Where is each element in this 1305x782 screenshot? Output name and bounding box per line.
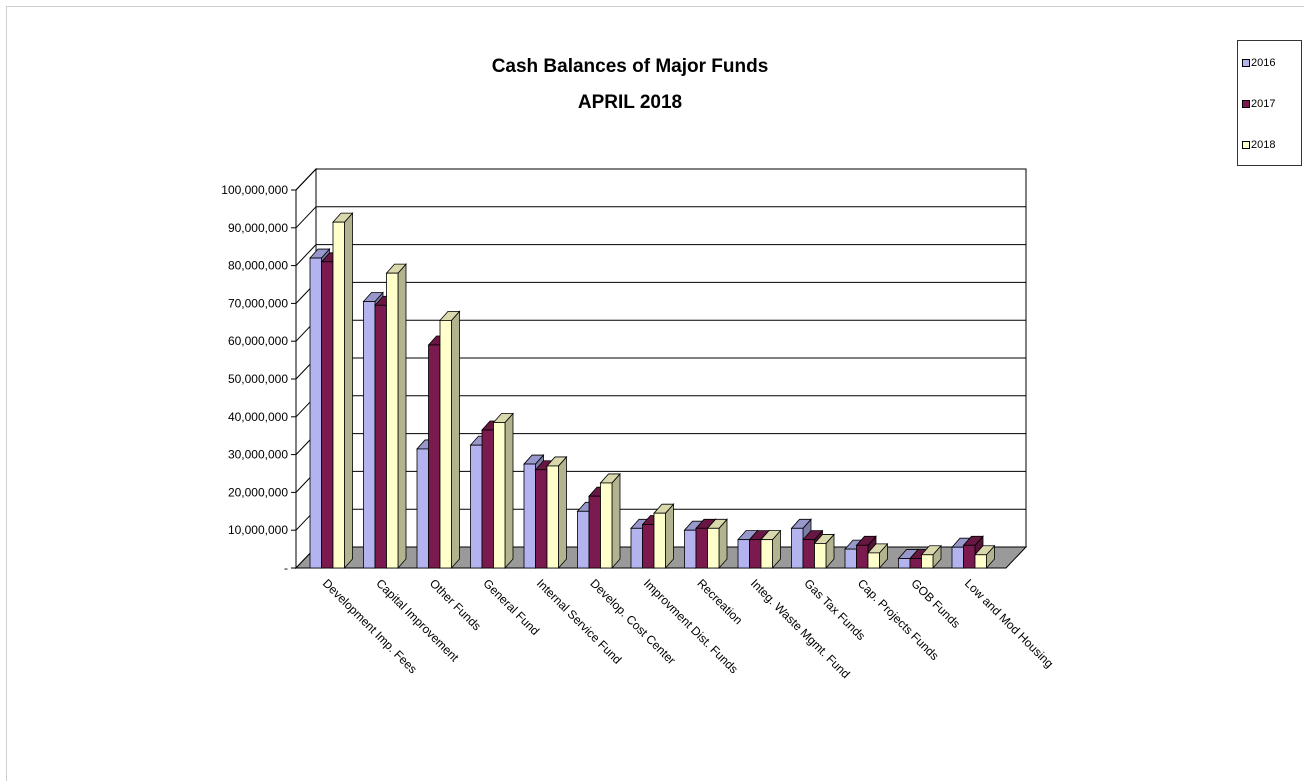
- bar: [546, 455, 568, 570]
- bar-front: [749, 539, 762, 569]
- bar-side: [504, 412, 514, 570]
- y-tick-label: -: [284, 561, 288, 575]
- gridline-side: [295, 206, 317, 229]
- legend-item-2017: 2017: [1242, 98, 1275, 110]
- bar-front: [523, 463, 536, 569]
- bar-front: [963, 544, 976, 569]
- x-tick-label: Low and Mod Housing: [962, 576, 1056, 670]
- bar: [439, 310, 461, 570]
- bar: [706, 518, 728, 570]
- legend-label-2017: 2017: [1251, 98, 1276, 110]
- bar-front: [493, 422, 506, 569]
- bar-front: [374, 304, 387, 569]
- y-tick-label: 50,000,000: [228, 372, 288, 386]
- y-tick-label: 30,000,000: [228, 448, 288, 462]
- bar-front: [588, 495, 601, 569]
- bar-front: [321, 261, 334, 569]
- bar-front: [909, 558, 922, 569]
- bar-front: [386, 272, 399, 569]
- bar: [599, 472, 621, 570]
- chart-subtitle: APRIL 2018: [577, 92, 683, 113]
- y-tick-label: 70,000,000: [228, 296, 288, 310]
- bar-front: [309, 257, 322, 569]
- bar-front: [332, 221, 345, 569]
- y-tick-label: 60,000,000: [228, 334, 288, 348]
- bar-side: [397, 263, 407, 570]
- bar-front: [856, 544, 869, 569]
- bar: [920, 544, 942, 570]
- bar-front: [470, 444, 483, 569]
- bar-front: [951, 546, 964, 569]
- y-tick-label: 80,000,000: [228, 259, 288, 273]
- x-tick-label: Integ. Waste Mgmt. Fund: [748, 576, 853, 681]
- bar-front: [439, 320, 452, 569]
- bar-side: [344, 212, 353, 570]
- bar: [867, 542, 889, 570]
- y-tick-label: 90,000,000: [228, 221, 288, 235]
- bar-front: [416, 448, 429, 569]
- x-tick-label: Other Funds: [427, 576, 484, 633]
- bar-front: [481, 429, 494, 569]
- chart-area: [6, 6, 1304, 781]
- y-tick-label: 100,000,000: [221, 183, 288, 197]
- x-tick-label: Recreation: [694, 576, 745, 627]
- bar-front: [737, 539, 750, 569]
- bar-front: [974, 554, 987, 569]
- bar-front: [867, 552, 880, 569]
- legend-swatch-2016: [1242, 59, 1250, 67]
- bar: [332, 212, 354, 570]
- bar: [974, 544, 996, 570]
- bar-front: [695, 527, 708, 569]
- bar-front: [363, 301, 376, 569]
- bar-front: [898, 558, 911, 569]
- y-tick-label: 20,000,000: [228, 485, 288, 499]
- legend-swatch-2017: [1242, 100, 1250, 108]
- bar-front: [814, 543, 827, 569]
- legend-item-2016: 2016: [1242, 57, 1275, 69]
- bar-front: [577, 510, 590, 569]
- bar: [813, 533, 835, 570]
- legend: 2016 2017 2018: [1237, 40, 1302, 166]
- bar-front: [428, 344, 441, 569]
- bar: [760, 529, 782, 570]
- bar-front: [760, 539, 773, 569]
- bar-front: [791, 527, 804, 569]
- bar: [492, 412, 514, 570]
- bar-front: [642, 524, 655, 569]
- bar-front: [684, 529, 697, 569]
- bar-front: [600, 482, 613, 569]
- bar-side: [665, 503, 674, 570]
- legend-label-2018: 2018: [1251, 139, 1276, 151]
- bar-front: [707, 527, 720, 569]
- legend-label-2016: 2016: [1251, 57, 1276, 69]
- bar-front: [630, 527, 643, 569]
- bar-side: [558, 455, 567, 570]
- y-tick-label: 10,000,000: [228, 523, 288, 537]
- x-tick-label: Improvment Dist. Funds: [641, 576, 741, 676]
- chart-title: Cash Balances of Major Funds: [491, 56, 769, 77]
- gridline-side: [295, 168, 317, 191]
- bar-front: [802, 539, 815, 569]
- bar-front: [921, 554, 934, 569]
- x-tick-label: General Fund: [480, 576, 542, 638]
- bar-side: [611, 472, 621, 570]
- y-tick-label: 40,000,000: [228, 410, 288, 424]
- gridline-side: [295, 244, 317, 266]
- x-tick-label: Development Imp. Fees: [320, 576, 420, 676]
- bar-side: [451, 310, 460, 570]
- bar-front: [546, 465, 559, 569]
- bar-front: [653, 512, 666, 569]
- bar: [385, 263, 407, 570]
- bar-front: [844, 548, 857, 569]
- bar-front: [535, 469, 548, 569]
- bar: [653, 503, 675, 570]
- legend-swatch-2018: [1242, 141, 1250, 149]
- legend-item-2018: 2018: [1242, 139, 1275, 151]
- x-tick-label: GOB Funds: [908, 576, 963, 631]
